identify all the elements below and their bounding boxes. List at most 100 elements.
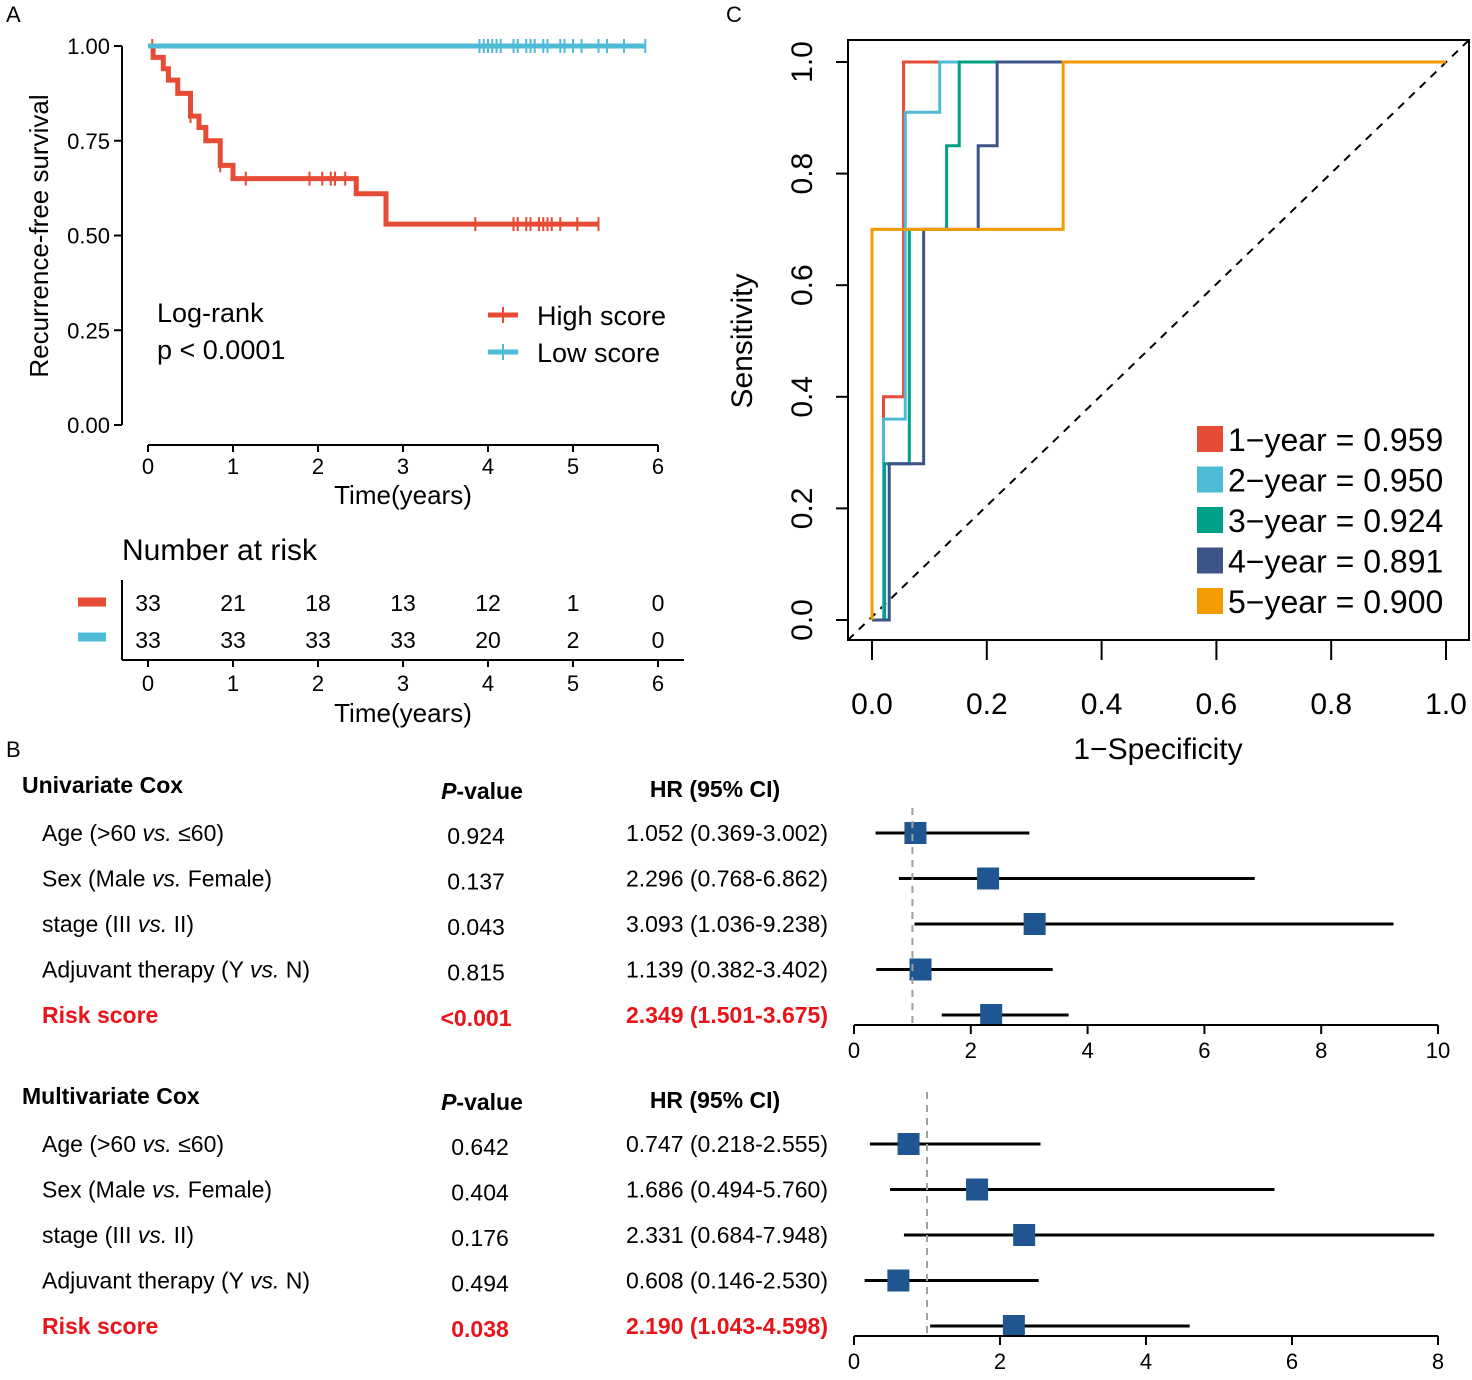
roc-x-tick-label: 0.8 (1310, 688, 1352, 721)
forest-multivariate-pvalue-header: P-value (441, 1089, 523, 1115)
forest-hr-marker (1002, 1315, 1025, 1337)
forest-row-hr: 1.052 (0.369-3.002) (626, 820, 828, 846)
km-x-tick-label: 5 (567, 454, 579, 479)
forest-multivariate-title: Multivariate Cox (22, 1083, 200, 1109)
forest-x-tick-label: 2 (965, 1038, 977, 1063)
roc-plot: 0.0 0.2 0.4 0.6 0.8 1.0 0.0 0.2 0.4 0.6 0.8 1.0 Se… (726, 39, 1470, 766)
forest-row-label: Age (>60 vs. ≤60) (42, 1131, 224, 1157)
forest-row-label: stage (III vs. II) (42, 1222, 194, 1248)
risk-cell: 33 (305, 627, 331, 653)
risk-cell: 20 (475, 627, 501, 653)
km-x-tick-label: 6 (652, 454, 664, 479)
roc-curve-5-year (870, 60, 1446, 620)
roc-y-tick-label: 0.0 (786, 599, 819, 641)
risk-x-tick-label: 2 (312, 671, 324, 696)
km-x-tick-label: 3 (397, 454, 409, 479)
km-y-tick-label: 0.25 (67, 318, 110, 343)
panel-label-c: C (726, 2, 742, 27)
roc-y-tick-label: 1.0 (786, 41, 819, 83)
roc-x-label: 1−Specificity (1073, 733, 1242, 766)
forest-row-label: Adjuvant therapy (Y vs. N) (42, 1268, 310, 1294)
forest-x-tick-label: 4 (1081, 1038, 1093, 1063)
forest-row-hr: 1.686 (0.494-5.760) (626, 1177, 828, 1203)
km-plot: Recurrence-free survival Time(years) 0.0… (24, 34, 666, 510)
roc-y-tick-label: 0.4 (786, 376, 819, 418)
km-x-label: Time(years) (334, 480, 472, 510)
km-y-tick-label: 1.00 (67, 34, 110, 59)
forest-row-label: Sex (Male vs. Female) (42, 1177, 272, 1203)
risk-cell: 0 (652, 590, 665, 616)
forest-row-pvalue: 0.043 (447, 914, 505, 940)
forest-row-label: Sex (Male vs. Female) (42, 866, 272, 892)
risk-cell: 13 (390, 590, 416, 616)
panel-label-b: B (6, 737, 21, 762)
km-y-label: Recurrence-free survival (24, 94, 54, 377)
roc-y-label: Sensitivity (726, 273, 759, 408)
km-x-tick-label: 4 (482, 454, 494, 479)
forest-x-tick-label: 8 (1432, 1349, 1444, 1374)
risk-x-tick-label: 3 (397, 671, 409, 696)
roc-legend-swatch (1197, 588, 1223, 614)
forest-row-label: Risk score (42, 1313, 158, 1339)
km-curve-high (148, 43, 599, 227)
risk-cell: 21 (220, 590, 246, 616)
forest-x-tick-label: 0 (848, 1038, 860, 1063)
roc-y-tick-label: 0.8 (786, 153, 819, 195)
risk-cell: 33 (135, 627, 161, 653)
forest-row-pvalue: 0.815 (447, 960, 505, 986)
forest-x-tick-label: 8 (1315, 1038, 1327, 1063)
forest-x-tick-label: 6 (1198, 1038, 1210, 1063)
forest-row-pvalue: <0.001 (441, 1005, 512, 1031)
km-x-tick-label: 2 (312, 454, 324, 479)
forest-hr-marker (1023, 913, 1046, 935)
logrank-label: Log-rank (157, 298, 264, 328)
forest-row-label: Adjuvant therapy (Y vs. N) (42, 957, 310, 983)
forest-row-hr: 2.331 (0.684-7.948) (626, 1222, 828, 1248)
forest-row-hr: 1.139 (0.382-3.402) (626, 957, 828, 983)
forest-row-pvalue: 0.494 (451, 1271, 509, 1297)
forest-univariate-hr-header: HR (95% CI) (650, 776, 780, 802)
roc-legend-swatch (1197, 426, 1223, 452)
forest-multivariate: Multivariate Cox P-value HR (95% CI) Age… (22, 1083, 1444, 1374)
km-legend: High score Low score (488, 301, 666, 368)
risk-cell: 2 (567, 627, 580, 653)
km-y-tick-label: 0.00 (67, 413, 110, 438)
roc-legend-label: 2−year = 0.950 (1228, 463, 1443, 499)
forest-row-pvalue: 0.137 (447, 869, 505, 895)
risk-x-label: Time(years) (334, 698, 472, 728)
risk-cell: 0 (652, 627, 665, 653)
roc-y-tick-label: 0.6 (786, 264, 819, 306)
km-y-tick-label: 0.75 (67, 129, 110, 154)
forest-univariate-title: Univariate Cox (22, 772, 183, 798)
forest-hr-marker (909, 958, 932, 981)
forest-row-hr: 0.747 (0.218-2.555) (626, 1131, 828, 1157)
forest-row-hr: 2.190 (1.043-4.598) (626, 1313, 828, 1339)
km-y-tick-label: 0.50 (67, 224, 110, 249)
risk-x-tick-label: 5 (567, 671, 579, 696)
roc-legend-label: 3−year = 0.924 (1228, 503, 1443, 539)
roc-legend-label: 5−year = 0.900 (1228, 584, 1443, 620)
panel-label-a: A (6, 2, 21, 27)
roc-y-tick-label: 0.2 (786, 488, 819, 530)
roc-legend-swatch (1197, 547, 1223, 574)
roc-legend-label: 4−year = 0.891 (1228, 544, 1443, 580)
forest-hr-marker (887, 1269, 910, 1292)
risk-x-tick-label: 4 (482, 671, 494, 696)
forest-x-tick-label: 2 (994, 1349, 1006, 1374)
forest-row-hr: 2.349 (1.501-3.675) (626, 1002, 828, 1028)
legend-label-high: High score (537, 301, 666, 331)
logrank-pvalue: p < 0.0001 (157, 335, 285, 365)
roc-x-tick-label: 1.0 (1425, 688, 1467, 721)
forest-x-tick-label: 6 (1286, 1349, 1298, 1374)
legend-label-low: Low score (537, 338, 660, 368)
forest-hr-marker (966, 1178, 989, 1201)
forest-x-tick-label: 10 (1426, 1038, 1450, 1063)
forest-row-pvalue: 0.642 (451, 1134, 509, 1160)
risk-cell: 33 (220, 627, 246, 653)
forest-row-hr: 0.608 (0.146-2.530) (626, 1268, 828, 1294)
roc-x-tick-label: 0.2 (966, 688, 1008, 721)
risk-table: Number at risk 33 21 18 13 12 1 033 33 33 33 20 2 0 … (78, 534, 684, 728)
km-x-tick-label: 1 (227, 454, 239, 479)
risk-x-tick-label: 0 (142, 671, 154, 696)
